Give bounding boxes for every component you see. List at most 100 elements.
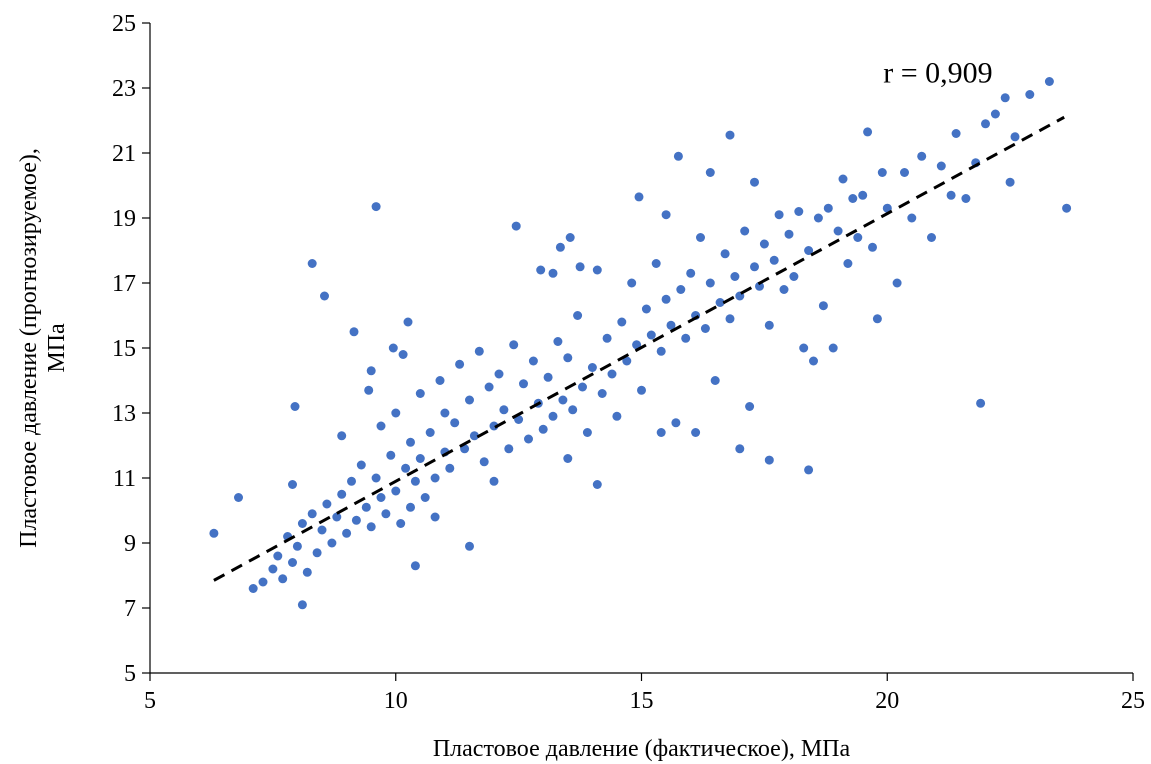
data-point [474, 346, 484, 356]
data-point [391, 486, 401, 496]
y-tick-label: 5 [124, 661, 136, 687]
data-point [656, 428, 666, 437]
data-point [469, 431, 479, 441]
data-point [794, 207, 804, 216]
data-point [661, 210, 671, 220]
data-point [976, 398, 986, 408]
y-tick-label: 9 [124, 531, 136, 557]
y-tick-label: 23 [112, 76, 136, 102]
data-point [622, 356, 632, 366]
y-tick-label: 21 [112, 141, 136, 167]
data-point [1000, 93, 1010, 103]
data-point [327, 538, 337, 548]
data-point [342, 528, 352, 538]
data-point [946, 190, 956, 200]
data-point [858, 190, 868, 200]
data-point [511, 221, 521, 231]
data-point [877, 168, 887, 177]
data-point [565, 233, 575, 242]
data-point [568, 405, 578, 415]
data-point [617, 317, 627, 327]
data-point [410, 476, 420, 486]
data-point [465, 541, 474, 551]
data-point [578, 382, 587, 392]
x-ticks: 5 10 15 20 25 [144, 673, 1145, 714]
data-point [853, 233, 863, 242]
data-point [661, 294, 671, 304]
data-point [651, 259, 661, 268]
data-point [297, 600, 307, 610]
data-point [990, 109, 1000, 119]
data-point [592, 265, 602, 275]
data-point [882, 203, 892, 213]
data-point [818, 301, 828, 311]
data-point [813, 213, 823, 223]
data-point [504, 444, 514, 454]
data-point [745, 402, 755, 411]
data-point [528, 356, 538, 366]
data-point [769, 255, 779, 265]
data-point [759, 239, 769, 249]
data-point [364, 385, 374, 395]
y-axis-title-line-2: МПа [44, 323, 70, 373]
data-point [696, 233, 705, 242]
data-point [398, 350, 408, 359]
y-tick-label: 17 [112, 271, 136, 297]
data-point [656, 346, 666, 356]
x-tick-label: 15 [630, 688, 654, 714]
data-point [666, 320, 676, 330]
data-point [288, 558, 297, 567]
data-point [917, 151, 927, 161]
data-point [543, 372, 553, 382]
data-point [1062, 203, 1072, 213]
data-point [366, 366, 376, 376]
data-point [1005, 177, 1015, 187]
x-tick-label: 10 [384, 688, 408, 714]
data-point [524, 434, 533, 444]
x-tick-label: 20 [875, 688, 899, 714]
data-point [403, 317, 413, 327]
data-point [347, 476, 356, 486]
data-point [371, 473, 381, 483]
data-point [1044, 77, 1054, 86]
data-point [715, 298, 725, 307]
data-point [936, 161, 946, 171]
data-point [494, 369, 504, 379]
data-point [396, 519, 406, 528]
data-point [784, 229, 794, 239]
data-point [312, 548, 322, 558]
data-point [563, 454, 573, 463]
data-point [376, 421, 386, 431]
data-point [406, 437, 415, 447]
data-point [410, 561, 420, 571]
data-point [445, 463, 455, 473]
data-point [804, 246, 814, 255]
data-point [671, 418, 681, 428]
data-point [366, 522, 376, 532]
data-point [563, 353, 573, 363]
data-point [828, 343, 838, 353]
data-point [349, 327, 359, 337]
data-point [691, 428, 701, 437]
x-axis-title: Пластовое давление (фактическое), МПа [433, 736, 851, 762]
data-point [278, 574, 288, 584]
data-point [602, 333, 612, 343]
data-point [764, 455, 774, 465]
data-point [900, 168, 909, 177]
data-point [843, 259, 853, 268]
data-point [317, 525, 327, 535]
data-point [582, 428, 592, 437]
data-point [927, 233, 936, 242]
data-point [489, 476, 499, 486]
data-point [823, 203, 833, 213]
data-point [386, 450, 396, 460]
y-tick-label: 19 [112, 206, 136, 232]
data-point [1025, 90, 1035, 99]
data-point [673, 151, 683, 161]
data-point [755, 281, 764, 291]
data-point [435, 376, 445, 385]
data-point [573, 311, 583, 320]
data-point [725, 130, 735, 140]
data-point [868, 242, 877, 252]
data-point [332, 512, 342, 522]
